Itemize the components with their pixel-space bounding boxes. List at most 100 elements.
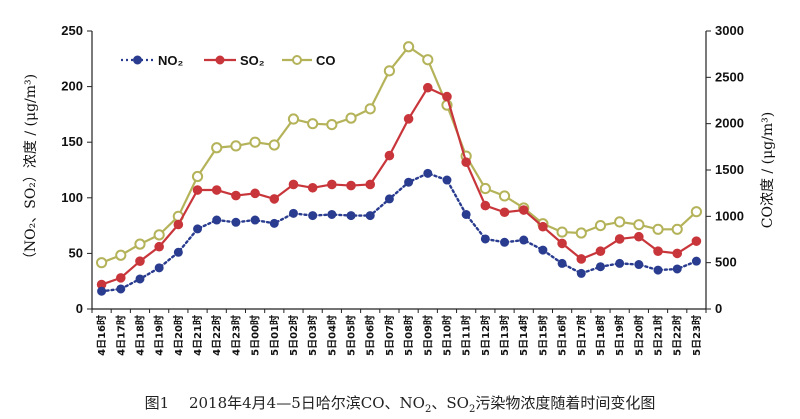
data-point	[653, 246, 663, 256]
series-co	[95, 41, 703, 269]
x-tick-label: 5日01时	[268, 315, 281, 356]
data-point	[690, 206, 703, 218]
data-point	[614, 216, 626, 228]
x-tick-label: 5日22时	[671, 315, 684, 356]
data-point	[633, 219, 645, 231]
data-point	[346, 211, 356, 221]
legend-item-so2: SO₂	[204, 53, 265, 68]
right-axis-ticks: 0 500 1000 1500 2000 2500 3000	[706, 23, 744, 316]
data-point	[153, 229, 165, 241]
x-tick-label: 4日20时	[172, 315, 185, 356]
data-point	[479, 182, 491, 195]
data-point	[173, 219, 184, 230]
data-point	[95, 257, 108, 269]
axes	[91, 31, 707, 310]
data-point	[307, 118, 319, 130]
data-point	[594, 220, 607, 232]
data-point	[346, 180, 356, 191]
data-point	[538, 221, 548, 232]
data-point	[634, 260, 644, 270]
x-tick-label: 5日04时	[325, 315, 338, 356]
caption-sub-2: 2	[468, 404, 476, 415]
legend-label: SO₂	[240, 53, 265, 68]
x-tick-label: 5日13时	[498, 315, 511, 356]
x-tick-label: 5日21时	[652, 315, 665, 356]
data-point	[288, 179, 299, 190]
x-tick-label: 5日03时	[306, 315, 319, 356]
figure-caption: 图1 2018年4月4—5日哈尔滨CO、NO2、SO2污染物浓度随着时间变化图	[0, 392, 800, 415]
data-point	[231, 190, 241, 201]
data-point	[193, 224, 203, 234]
data-point	[595, 246, 606, 256]
x-tick-label: 5日02时	[287, 315, 300, 356]
data-point	[403, 114, 414, 124]
legend-item-no2: NO₂	[121, 53, 184, 68]
x-tick-label: 4日22时	[210, 315, 223, 356]
data-point	[614, 234, 625, 244]
left-tick-label: 150	[61, 134, 83, 149]
data-point	[672, 264, 682, 274]
right-tick-label: 3000	[715, 23, 744, 38]
caption-prefix: 图1 2018年4月4—5日哈尔滨CO、NO	[144, 394, 425, 412]
left-tick-label: 0	[76, 301, 83, 316]
data-point	[442, 175, 452, 185]
legend: NO₂ SO₂ CO	[121, 53, 336, 68]
data-point	[191, 170, 204, 183]
data-point	[268, 139, 280, 151]
legend-swatch-marker	[215, 55, 225, 65]
x-tick-label: 5日09时	[421, 315, 434, 356]
series-group	[95, 41, 703, 296]
x-tick-label: 4日21时	[191, 315, 204, 356]
x-tick-label: 4日17时	[114, 315, 127, 356]
legend-swatch-marker	[133, 55, 142, 65]
right-tick-label: 0	[715, 301, 722, 316]
caption-suffix: 污染物浓度随着时间变化图	[475, 394, 656, 412]
data-point	[134, 238, 146, 250]
right-axis-title: CO浓度 / (μg/m³)	[760, 112, 776, 228]
right-tick-label: 1500	[715, 162, 744, 177]
legend-label: NO₂	[158, 53, 184, 68]
right-tick-label: 2500	[715, 69, 744, 84]
data-point	[192, 185, 203, 195]
data-point	[461, 209, 471, 219]
x-tick-label: 5日20时	[632, 315, 645, 356]
data-point	[500, 237, 510, 247]
data-point	[423, 168, 433, 178]
data-point	[383, 65, 396, 77]
x-tick-label: 5日16时	[556, 315, 569, 356]
data-point	[249, 136, 261, 148]
data-point	[327, 209, 337, 219]
data-point	[575, 227, 587, 239]
data-point	[461, 157, 471, 168]
x-tick-label: 5日10时	[440, 315, 453, 356]
data-point	[287, 113, 300, 125]
data-point	[595, 262, 605, 272]
data-point	[230, 140, 242, 152]
data-point	[442, 91, 452, 102]
x-tick-label: 5日06时	[364, 315, 377, 356]
x-tick-label: 5日15时	[536, 315, 549, 356]
data-point	[422, 54, 434, 66]
right-tick-label: 2000	[715, 116, 744, 131]
data-point	[691, 256, 701, 266]
left-tick-label: 50	[69, 245, 83, 260]
x-tick-label: 4日16时	[95, 315, 108, 356]
data-point	[326, 118, 338, 131]
data-point	[518, 205, 529, 215]
data-point	[576, 254, 587, 264]
data-point	[269, 194, 280, 204]
left-tick-label: 250	[61, 23, 83, 38]
data-point	[345, 112, 357, 124]
data-point	[364, 103, 376, 115]
data-point	[154, 263, 164, 273]
x-axis-ticks: 4日16时 4日17时 4日18时 4日19时 4日20时 4日21时 4日22时 4日23时…	[91, 309, 707, 356]
data-point	[135, 256, 145, 266]
x-tick-label: 5日07时	[383, 315, 396, 356]
data-point	[135, 274, 145, 284]
x-tick-label: 4日18时	[133, 315, 146, 356]
data-point	[116, 284, 126, 294]
data-point	[115, 249, 127, 261]
data-point	[288, 208, 298, 218]
data-point	[576, 268, 586, 278]
